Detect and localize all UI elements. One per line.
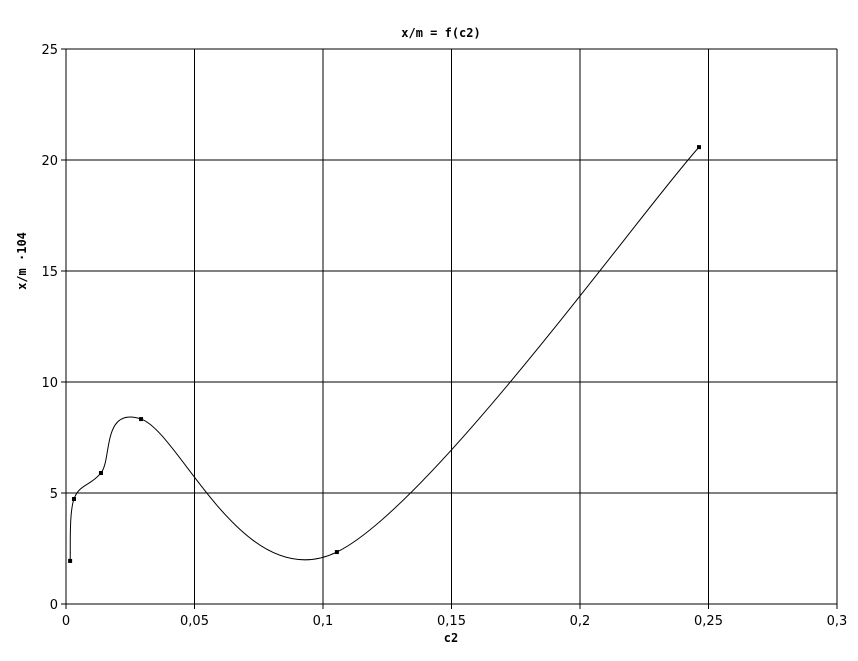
x-tick-label: 0,15 [437,614,466,629]
y-tick-label: 20 [41,154,58,169]
marker [71,496,76,501]
y-tick-label: 0 [50,598,58,613]
marker [334,550,339,555]
y-axis-label: x/m ·104 [15,232,29,290]
y-tick-label: 25 [41,43,58,58]
x-tick-label: 0,1 [313,614,334,629]
curve [69,146,700,561]
x-tick-label: 0,3 [827,614,848,629]
marker [68,558,73,563]
x-tick-label: 0,2 [570,614,591,629]
marker [696,145,701,150]
x-tick-label: 0 [62,614,70,629]
y-tick-label: 10 [41,376,58,391]
x-axis-label: c2 [444,631,458,645]
marker [98,471,103,476]
y-tick-label: 5 [50,487,58,502]
x-tick-label: 0,25 [694,614,723,629]
x-tick-label: 0,05 [180,614,209,629]
chart-title: x/m = f(c2) [401,26,480,40]
marker [139,417,144,422]
y-tick-label: 15 [41,265,58,280]
